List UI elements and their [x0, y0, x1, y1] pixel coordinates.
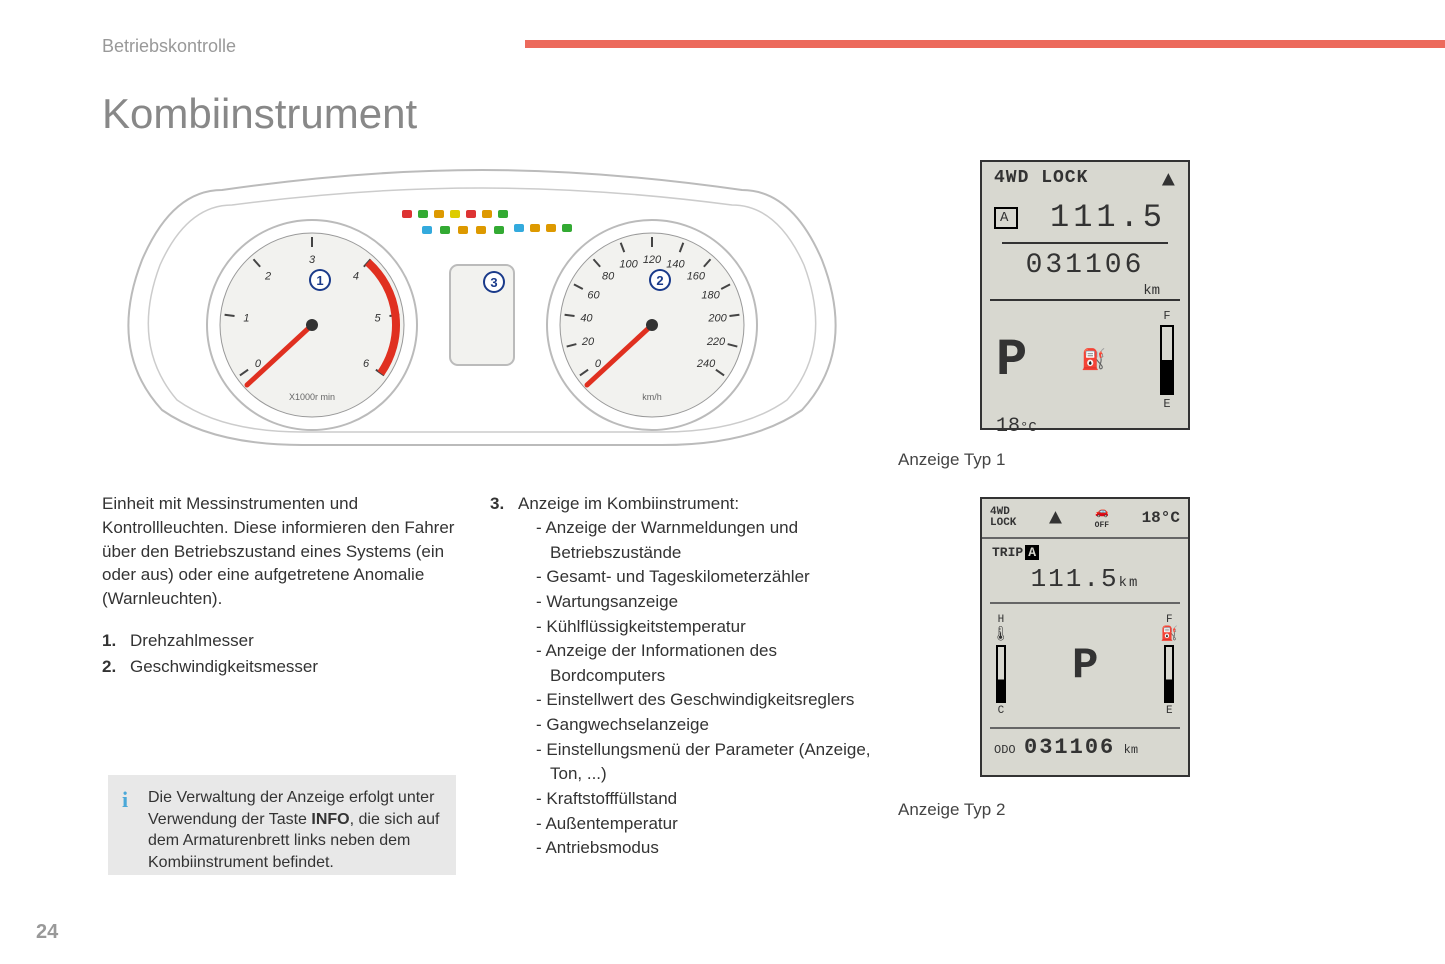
sublist-item: Kühlflüssigkeitstemperatur: [536, 615, 886, 640]
display2-mode: 4WD LOCK: [990, 507, 1016, 529]
svg-text:5: 5: [374, 312, 381, 324]
display2-caption: Anzeige Typ 2: [898, 800, 1005, 820]
intro-paragraph: Einheit mit Messinstrumenten und Kontrol…: [102, 492, 462, 611]
svg-text:140: 140: [666, 258, 685, 270]
sublist-item: Wartungsanzeige: [536, 590, 886, 615]
sublist-item: Antriebsmodus: [536, 836, 886, 861]
fuel-gauge: F ⛽ E: [1161, 614, 1178, 717]
instrument-cluster-diagram: 0123456 X1000r min 1 3 02040608010012014…: [102, 150, 862, 450]
sublist-item: Einstellwert des Geschwindigkeitsreglers: [536, 688, 886, 713]
svg-text:X1000r min: X1000r min: [289, 392, 335, 402]
info-box: i Die Verwaltung der Anzeige erfolgt unt…: [108, 775, 456, 875]
svg-text:40: 40: [580, 312, 593, 324]
display1-gear: P: [996, 331, 1027, 390]
display-type-2: 4WD LOCK ▲ 🚗OFF 18°C TRIPA 111.5km H 🌡 C…: [980, 497, 1190, 777]
sublist-item: Anzeige der Warnmeldungen und Betriebszu…: [536, 516, 886, 565]
svg-text:0: 0: [595, 358, 602, 370]
svg-text:2: 2: [264, 271, 271, 283]
svg-text:km/h: km/h: [642, 392, 662, 402]
svg-text:20: 20: [581, 336, 595, 348]
fuel-full-label: F: [1163, 309, 1170, 323]
fuel-pump-icon: ⛽: [1081, 347, 1106, 373]
item-3-sublist: Anzeige der Warnmeldungen und Betriebszu…: [536, 516, 886, 861]
svg-text:3: 3: [490, 275, 497, 290]
sublist-item: Gangwechselanzeige: [536, 713, 886, 738]
display1-temp: 18°C: [982, 415, 1188, 438]
display2-odo: ODO 031106 km: [990, 727, 1180, 766]
svg-text:100: 100: [619, 258, 638, 270]
esc-off-icon: 🚗OFF: [1095, 505, 1109, 531]
svg-text:200: 200: [707, 312, 727, 324]
svg-text:2: 2: [656, 273, 663, 288]
sublist-item: Kraftstofffüllstand: [536, 787, 886, 812]
display1-odo-value: 031106: [982, 248, 1188, 283]
sublist-item: Gesamt- und Tageskilometerzähler: [536, 565, 886, 590]
sublist-item: Anzeige der Informationen des Bordcomput…: [536, 639, 886, 688]
warning-triangle-icon: ▲: [1162, 168, 1176, 193]
svg-text:60: 60: [587, 290, 600, 302]
page-title: Kombiinstrument: [102, 90, 417, 138]
item-3-heading: 3.Anzeige im Kombiinstrument:: [490, 492, 739, 516]
sublist-item: Einstellungsmenü der Parameter (Anzeige,…: [536, 738, 886, 787]
display-type-1: 4WD LOCK ▲ A 111.5 031106 km P ⛽ F E 18°…: [980, 160, 1190, 430]
display1-mode: 4WD LOCK: [994, 168, 1088, 193]
svg-text:240: 240: [696, 358, 716, 370]
svg-text:3: 3: [309, 254, 316, 266]
temp-gauge: H 🌡 C: [992, 614, 1010, 717]
display2-gear: P: [1072, 641, 1098, 691]
svg-text:120: 120: [643, 254, 662, 266]
fuel-empty-label: E: [1163, 397, 1170, 411]
svg-text:6: 6: [363, 358, 370, 370]
display2-trip-value: 111.5km: [990, 560, 1180, 604]
svg-text:1: 1: [243, 312, 249, 324]
trip-a-icon: A: [994, 207, 1018, 229]
svg-text:0: 0: [255, 358, 262, 370]
display2-trip-label: TRIPA: [982, 539, 1188, 560]
section-label: Betriebskontrolle: [102, 36, 236, 57]
warning-triangle-icon: ▲: [1049, 506, 1062, 531]
svg-text:1: 1: [316, 273, 323, 288]
display1-unit: km: [990, 283, 1180, 301]
svg-text:4: 4: [353, 271, 359, 283]
fuel-gauge: F E: [1160, 309, 1174, 411]
page-number: 24: [36, 921, 58, 944]
header-accent-bar: [525, 40, 1445, 48]
numbered-list-left: 1.Drehzahlmesser 2.Geschwindigkeitsmesse…: [102, 628, 318, 679]
svg-text:180: 180: [701, 290, 720, 302]
display1-caption: Anzeige Typ 1: [898, 450, 1005, 470]
info-icon: i: [122, 785, 128, 815]
display2-temp: 18°C: [1142, 509, 1180, 527]
svg-text:160: 160: [687, 271, 706, 283]
display1-trip-value: 111.5: [1026, 199, 1176, 236]
svg-text:220: 220: [706, 336, 726, 348]
svg-text:80: 80: [602, 271, 615, 283]
sublist-item: Außentemperatur: [536, 812, 886, 837]
